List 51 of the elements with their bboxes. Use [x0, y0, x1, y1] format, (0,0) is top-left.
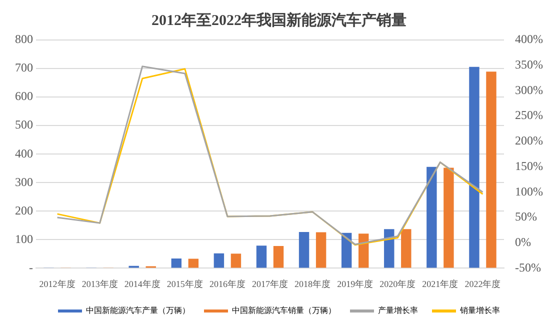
x-tick-label: 2022年度	[464, 278, 501, 289]
bar	[358, 234, 369, 268]
bar	[384, 229, 394, 268]
x-tick-label: 2017年度	[252, 278, 288, 289]
x-tick-label: 2016年度	[209, 278, 246, 289]
bar	[214, 253, 224, 268]
x-tick-label: 2012年度	[39, 278, 76, 289]
y-tick-label: 400	[15, 146, 33, 160]
bar	[273, 246, 284, 268]
bar	[426, 166, 437, 268]
legend-label: 销量增长率	[459, 306, 500, 316]
y2-tick-label: 250%	[515, 108, 544, 122]
x-tick-label: 2014年度	[124, 278, 160, 289]
y-tick-label: 100	[15, 232, 33, 246]
bar	[401, 229, 412, 268]
x-tick-label: 2020年度	[380, 278, 416, 289]
bar	[486, 72, 496, 268]
y2-tick-label: 200%	[515, 134, 544, 148]
legend-label: 中国新能源汽车销量（万辆）	[232, 306, 336, 316]
bar	[469, 66, 480, 268]
x-tick-label: 2021年度	[422, 278, 458, 289]
y2-tick-label: 100%	[515, 184, 544, 198]
x-tick-label: 2013年度	[82, 278, 118, 289]
y-tick-label: 500	[15, 118, 33, 132]
x-tick-label: 2015年度	[166, 278, 203, 289]
bar	[316, 232, 326, 268]
x-tick-label: 2018年度	[294, 278, 331, 289]
y2-tick-label: 50%	[515, 210, 538, 224]
legend-label: 产量增长率	[378, 306, 418, 316]
y2-tick-label: 300%	[515, 82, 544, 97]
legend-label: 中国新能源汽车产量（万辆）	[86, 306, 190, 316]
bar	[256, 246, 267, 268]
y2-tick-label: 0%	[515, 235, 532, 249]
bar	[188, 258, 199, 268]
chart-title: 2012年至2022年我国新能源汽车产销量	[152, 10, 406, 29]
y-tick-label: 700	[15, 60, 33, 75]
bar	[444, 168, 454, 268]
y2-tick-label: 150%	[515, 158, 544, 173]
bar	[171, 258, 182, 268]
bar	[341, 232, 352, 268]
bar	[298, 232, 310, 268]
y2-tick-label: 400%	[515, 32, 544, 46]
y-tick-label: 200	[15, 203, 33, 218]
y2-tick-label: -50%	[515, 260, 542, 274]
x-tick-label: 2019年度	[337, 278, 374, 289]
y-tick-label: 800	[15, 32, 33, 46]
bar	[230, 254, 242, 268]
y-tick-label: 300	[15, 174, 33, 189]
y-tick-label: 600	[15, 89, 33, 104]
y-tick-label: -	[29, 260, 33, 274]
y2-tick-label: 350%	[515, 58, 544, 72]
